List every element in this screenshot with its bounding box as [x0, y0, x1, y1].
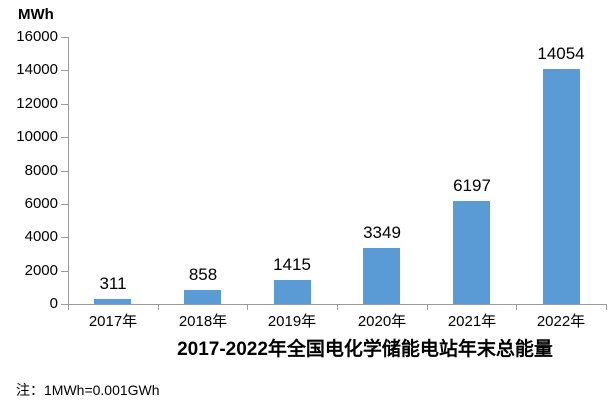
- y-tick-mark: [61, 304, 68, 305]
- y-tick-label: 0: [49, 295, 58, 312]
- y-tick-mark: [61, 137, 68, 139]
- x-category-label: 2022年: [536, 313, 586, 330]
- bar: [543, 69, 580, 304]
- x-category-label: 2017年: [88, 313, 138, 330]
- y-tick-label: 14000: [16, 61, 58, 79]
- x-tick-mark: [247, 305, 248, 310]
- y-tick-label: 2000: [24, 261, 58, 279]
- x-tick-mark: [606, 305, 607, 310]
- bar-value-label: 14054: [537, 44, 585, 63]
- x-tick-mark: [516, 305, 517, 310]
- y-tick-mark: [61, 270, 68, 272]
- bar-value-label: 6197: [453, 176, 491, 195]
- chart-title: 2017-2022年全国电化学储能电站年末总能量: [177, 339, 553, 360]
- y-axis-unit-label: MWh: [18, 6, 54, 23]
- y-tick-label: 16000: [16, 28, 58, 45]
- footnote: 注：1MWh=0.001GWh: [16, 382, 160, 398]
- bar-value-label: 1415: [273, 255, 311, 274]
- y-tick-mark: [61, 170, 68, 172]
- bar-value-label: 3349: [363, 223, 401, 242]
- y-tick-mark: [61, 237, 68, 239]
- x-tick-mark: [337, 305, 338, 310]
- bar-value-label: 858: [188, 265, 218, 284]
- y-tick-label: 4000: [24, 228, 58, 246]
- y-tick-mark: [61, 37, 68, 38]
- x-axis-line: [68, 304, 607, 305]
- bar: [274, 280, 311, 304]
- x-category-label: 2021年: [447, 313, 497, 330]
- x-category-label: 2019年: [267, 313, 317, 330]
- y-tick-mark: [61, 203, 68, 205]
- bar: [453, 201, 490, 304]
- y-axis-line: [68, 37, 69, 305]
- y-tick-label: 10000: [16, 128, 58, 146]
- plot-area: [68, 37, 606, 304]
- x-tick-mark: [68, 305, 69, 310]
- x-category-label: 2020年: [357, 313, 407, 330]
- y-tick-label: 12000: [16, 94, 58, 112]
- y-tick-label: 8000: [24, 161, 58, 179]
- bar: [363, 248, 400, 304]
- y-tick-mark: [61, 103, 68, 105]
- bar: [184, 290, 221, 304]
- bar-value-label: 311: [99, 274, 127, 293]
- x-tick-mark: [427, 305, 428, 310]
- x-tick-mark: [158, 305, 159, 310]
- y-tick-mark: [61, 70, 68, 72]
- x-category-label: 2018年: [178, 313, 228, 330]
- y-tick-label: 6000: [24, 194, 58, 212]
- bar: [94, 299, 131, 304]
